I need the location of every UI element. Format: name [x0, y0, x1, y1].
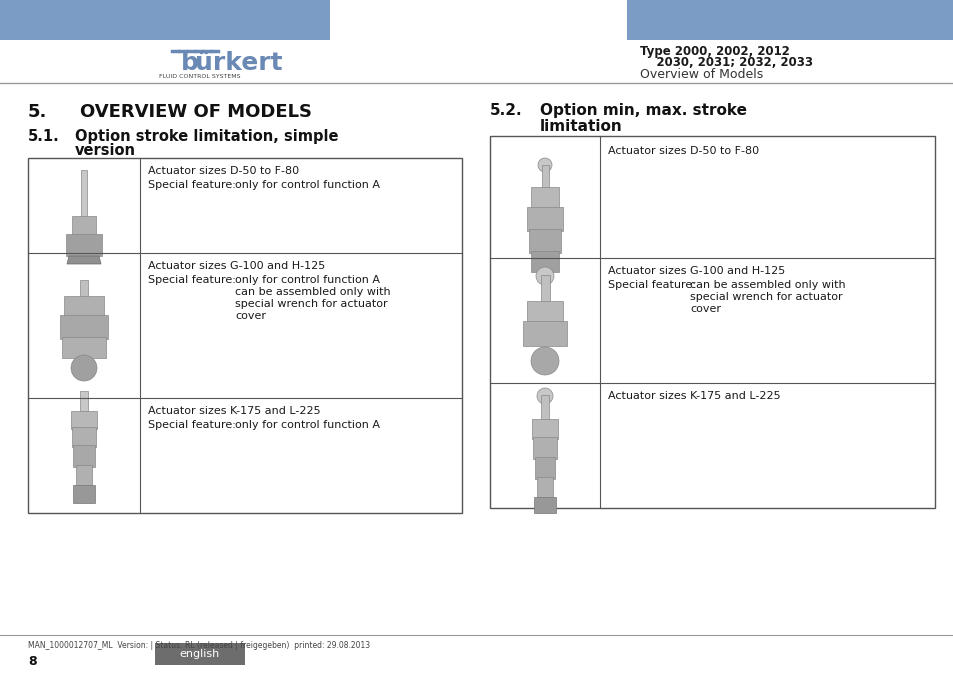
Text: Overview of Models: Overview of Models	[639, 69, 762, 81]
Text: Special feature:: Special feature:	[148, 180, 235, 190]
Text: english: english	[180, 649, 220, 659]
Text: Special feature:: Special feature:	[607, 280, 695, 290]
Text: MAN_1000012707_ML  Version: | Status: RL (released | freigegeben)  printed: 29.0: MAN_1000012707_ML Version: | Status: RL …	[28, 641, 370, 650]
Text: cover: cover	[234, 311, 266, 321]
Text: only for control function A: only for control function A	[234, 420, 379, 430]
Bar	[73, 445, 95, 467]
Bar	[534, 497, 556, 513]
Circle shape	[71, 355, 97, 381]
Bar	[531, 251, 558, 272]
Text: ürkert: ürkert	[194, 51, 282, 75]
Text: Actuator sizes D-50 to F-80: Actuator sizes D-50 to F-80	[607, 146, 759, 156]
Text: Special feature:: Special feature:	[148, 275, 235, 285]
Bar	[533, 437, 557, 459]
Bar	[80, 391, 88, 413]
Circle shape	[537, 158, 552, 172]
Text: FLUID CONTROL SYSTEMS: FLUID CONTROL SYSTEMS	[159, 73, 240, 79]
Text: Special feature:: Special feature:	[148, 420, 235, 430]
Bar	[522, 321, 566, 346]
Text: Actuator sizes K-175 and L-225: Actuator sizes K-175 and L-225	[148, 406, 320, 416]
Text: Actuator sizes G-100 and H-125: Actuator sizes G-100 and H-125	[607, 266, 784, 276]
Bar	[535, 457, 555, 479]
Bar	[71, 427, 96, 447]
Text: can be assembled only with: can be assembled only with	[234, 287, 390, 297]
Bar	[71, 411, 97, 429]
Text: 5.1.: 5.1.	[28, 129, 60, 144]
Bar	[64, 296, 104, 317]
Text: Actuator sizes D-50 to F-80: Actuator sizes D-50 to F-80	[148, 166, 299, 176]
Bar	[73, 485, 95, 503]
Text: 8: 8	[28, 655, 36, 668]
Bar	[80, 280, 88, 298]
Text: limitation: limitation	[539, 119, 622, 134]
Text: Option stroke limitation, simple: Option stroke limitation, simple	[75, 129, 338, 144]
Circle shape	[531, 347, 558, 375]
Text: special wrench for actuator: special wrench for actuator	[234, 299, 387, 309]
Text: b: b	[181, 51, 198, 75]
Bar	[526, 301, 562, 323]
Text: 2030, 2031; 2032, 2033: 2030, 2031; 2032, 2033	[639, 57, 812, 69]
Text: version: version	[75, 143, 136, 158]
Bar	[540, 395, 548, 421]
Bar	[626, 0, 953, 40]
Polygon shape	[67, 256, 101, 264]
Text: can be assembled only with: can be assembled only with	[689, 280, 844, 290]
Bar	[532, 419, 558, 439]
Bar	[541, 165, 548, 189]
Bar	[76, 465, 91, 487]
Circle shape	[537, 388, 553, 404]
Text: Option min, max. stroke: Option min, max. stroke	[539, 103, 746, 118]
Text: cover: cover	[689, 304, 720, 314]
Bar	[60, 315, 108, 339]
Text: Actuator sizes K-175 and L-225: Actuator sizes K-175 and L-225	[607, 391, 780, 401]
Text: 5.2.: 5.2.	[490, 103, 522, 118]
Bar	[28, 158, 461, 513]
Bar	[66, 234, 102, 256]
Bar	[0, 0, 330, 40]
Bar	[537, 477, 553, 499]
Bar	[540, 275, 550, 303]
Text: only for control function A: only for control function A	[234, 275, 379, 285]
Text: OVERVIEW OF MODELS: OVERVIEW OF MODELS	[80, 103, 312, 121]
Text: special wrench for actuator: special wrench for actuator	[689, 292, 841, 302]
Bar	[62, 337, 106, 358]
Bar	[531, 187, 558, 209]
Bar	[490, 136, 934, 508]
Bar	[526, 207, 562, 231]
Text: 5.: 5.	[28, 103, 48, 121]
Text: only for control function A: only for control function A	[234, 180, 379, 190]
Bar	[71, 216, 96, 236]
Bar	[529, 229, 560, 253]
Circle shape	[536, 267, 554, 285]
Text: Type 2000, 2002, 2012: Type 2000, 2002, 2012	[639, 44, 789, 57]
Text: Actuator sizes G-100 and H-125: Actuator sizes G-100 and H-125	[148, 261, 325, 271]
Bar	[81, 170, 87, 218]
Bar	[154, 643, 245, 665]
